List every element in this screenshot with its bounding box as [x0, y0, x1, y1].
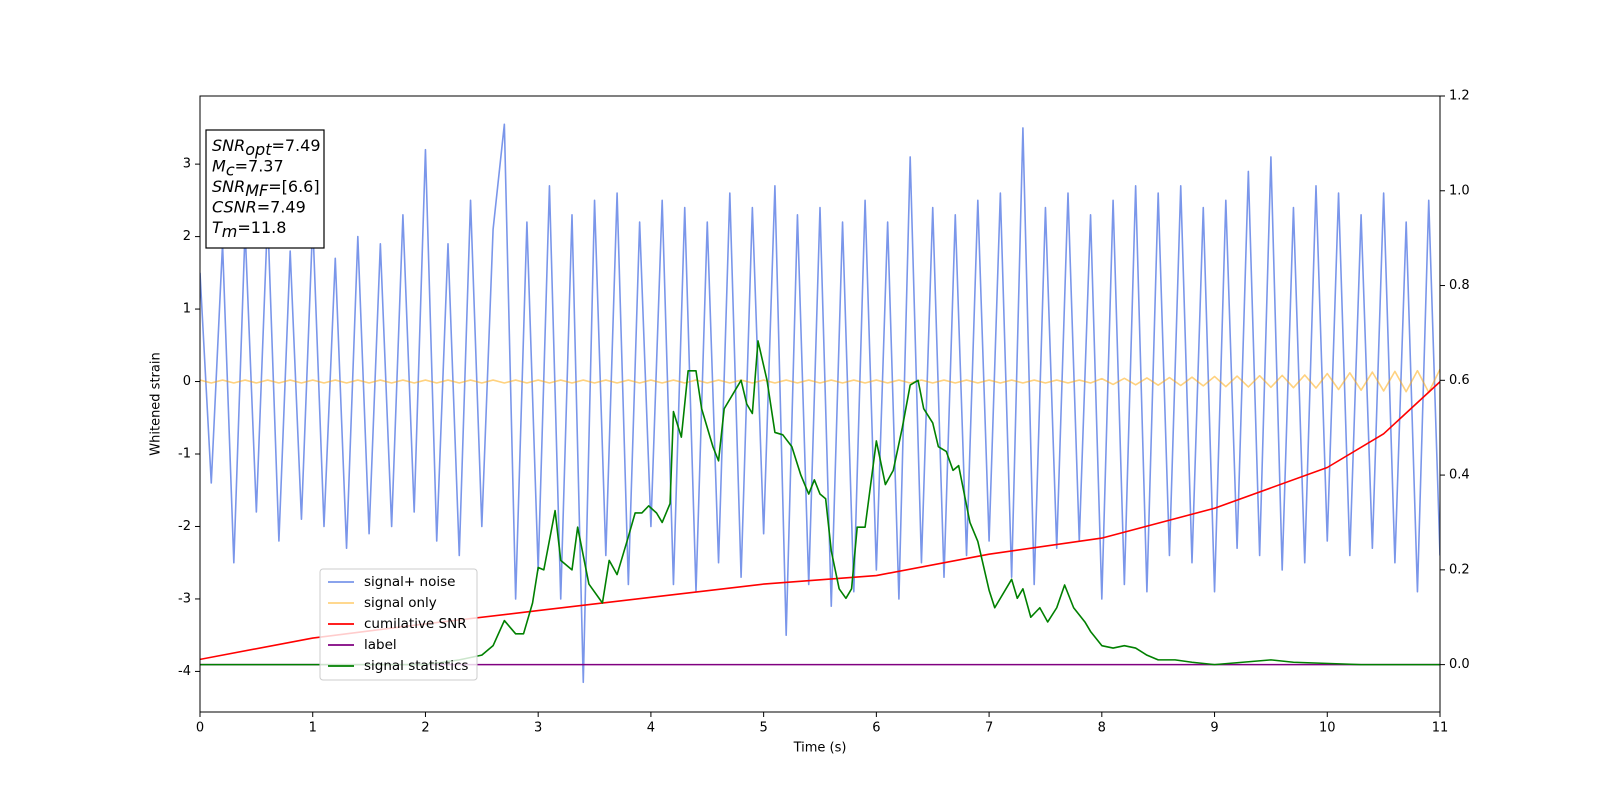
annotation-line: CSNR=7.49: [212, 197, 306, 216]
x-tick-label: 11: [1432, 721, 1449, 736]
x-axis-label: Time (s): [793, 741, 847, 756]
annotation-main: SNR: [212, 177, 245, 196]
annotation-rest: =7.37: [235, 156, 284, 175]
annotation-rest: =7.49: [257, 197, 306, 216]
y-tick-label: -1: [178, 447, 191, 462]
x-tick-label: 0: [196, 721, 204, 736]
legend-label: signal only: [364, 595, 437, 611]
y-tick-label: 2: [183, 229, 191, 244]
y2-tick-label: 0.4: [1449, 468, 1470, 483]
legend-label: cumilative SNR: [364, 616, 467, 632]
y2-tick-label: 0.2: [1449, 562, 1470, 577]
y2-tick-label: 0.6: [1449, 373, 1470, 388]
legend-box: [319, 568, 478, 681]
annotation-line: SNRopt=7.49: [212, 136, 321, 159]
y-tick-label: -3: [178, 591, 191, 606]
series-line: [200, 368, 1440, 394]
annotation-rest: =[6.6]: [268, 177, 319, 196]
annotation-sub: opt: [245, 140, 272, 159]
x-tick-label: 4: [647, 721, 655, 736]
x-tick-label: 3: [534, 721, 542, 736]
annotation-main: CSNR: [212, 197, 257, 216]
annotation-main: SNR: [212, 136, 245, 155]
y-tick-label: -2: [178, 519, 191, 534]
annotation-line: SNRMF=[6.6]: [212, 177, 320, 200]
annotation-sub: m: [222, 222, 238, 241]
legend-label: signal statistics: [364, 658, 468, 674]
annotation-line: Mc=7.37: [212, 156, 284, 179]
annotation: SNRopt=7.49Mc=7.37SNRMF=[6.6]CSNR=7.49Tm…: [205, 129, 325, 249]
y2-tick-label: 0.0: [1449, 657, 1470, 672]
x-tick-label: 2: [421, 721, 429, 736]
y-axis-label: Whitened strain: [149, 352, 164, 455]
annotation-sub: c: [226, 160, 235, 179]
annotation-rest: =11.8: [237, 218, 286, 237]
y-tick-label: 0: [183, 374, 191, 389]
series-line: [200, 123, 1440, 684]
series-line: [200, 340, 1440, 666]
annotation-sub: MF: [245, 181, 269, 200]
x-tick-label: 5: [759, 721, 767, 736]
annotation-rest: =7.49: [271, 136, 320, 155]
y2-tick-label: 0.8: [1449, 278, 1470, 293]
x-tick-label: 6: [872, 721, 880, 736]
legend-label: label: [364, 637, 397, 653]
x-tick-label: 8: [1098, 721, 1106, 736]
y2-tick-label: 1.0: [1449, 183, 1470, 198]
annotation-line: Tm=11.8: [212, 218, 286, 241]
y-tick-label: 3: [183, 157, 191, 172]
x-tick-label: 1: [309, 721, 317, 736]
annotation-box: [205, 129, 325, 249]
annotation-main: T: [212, 218, 223, 237]
x-tick-label: 9: [1210, 721, 1218, 736]
x-tick-label: 10: [1319, 721, 1336, 736]
legend: signal+ noise signal only cumilative SNR la…: [319, 568, 478, 681]
x-tick-label: 7: [985, 721, 993, 736]
y-tick-label: 1: [183, 302, 191, 317]
plot-frame: [199, 95, 1441, 713]
legend-label: signal+ noise: [364, 574, 455, 590]
y2-tick-label: 1.2: [1449, 89, 1470, 104]
annotation-main: M: [212, 156, 226, 175]
y-tick-label: -4: [178, 664, 191, 679]
